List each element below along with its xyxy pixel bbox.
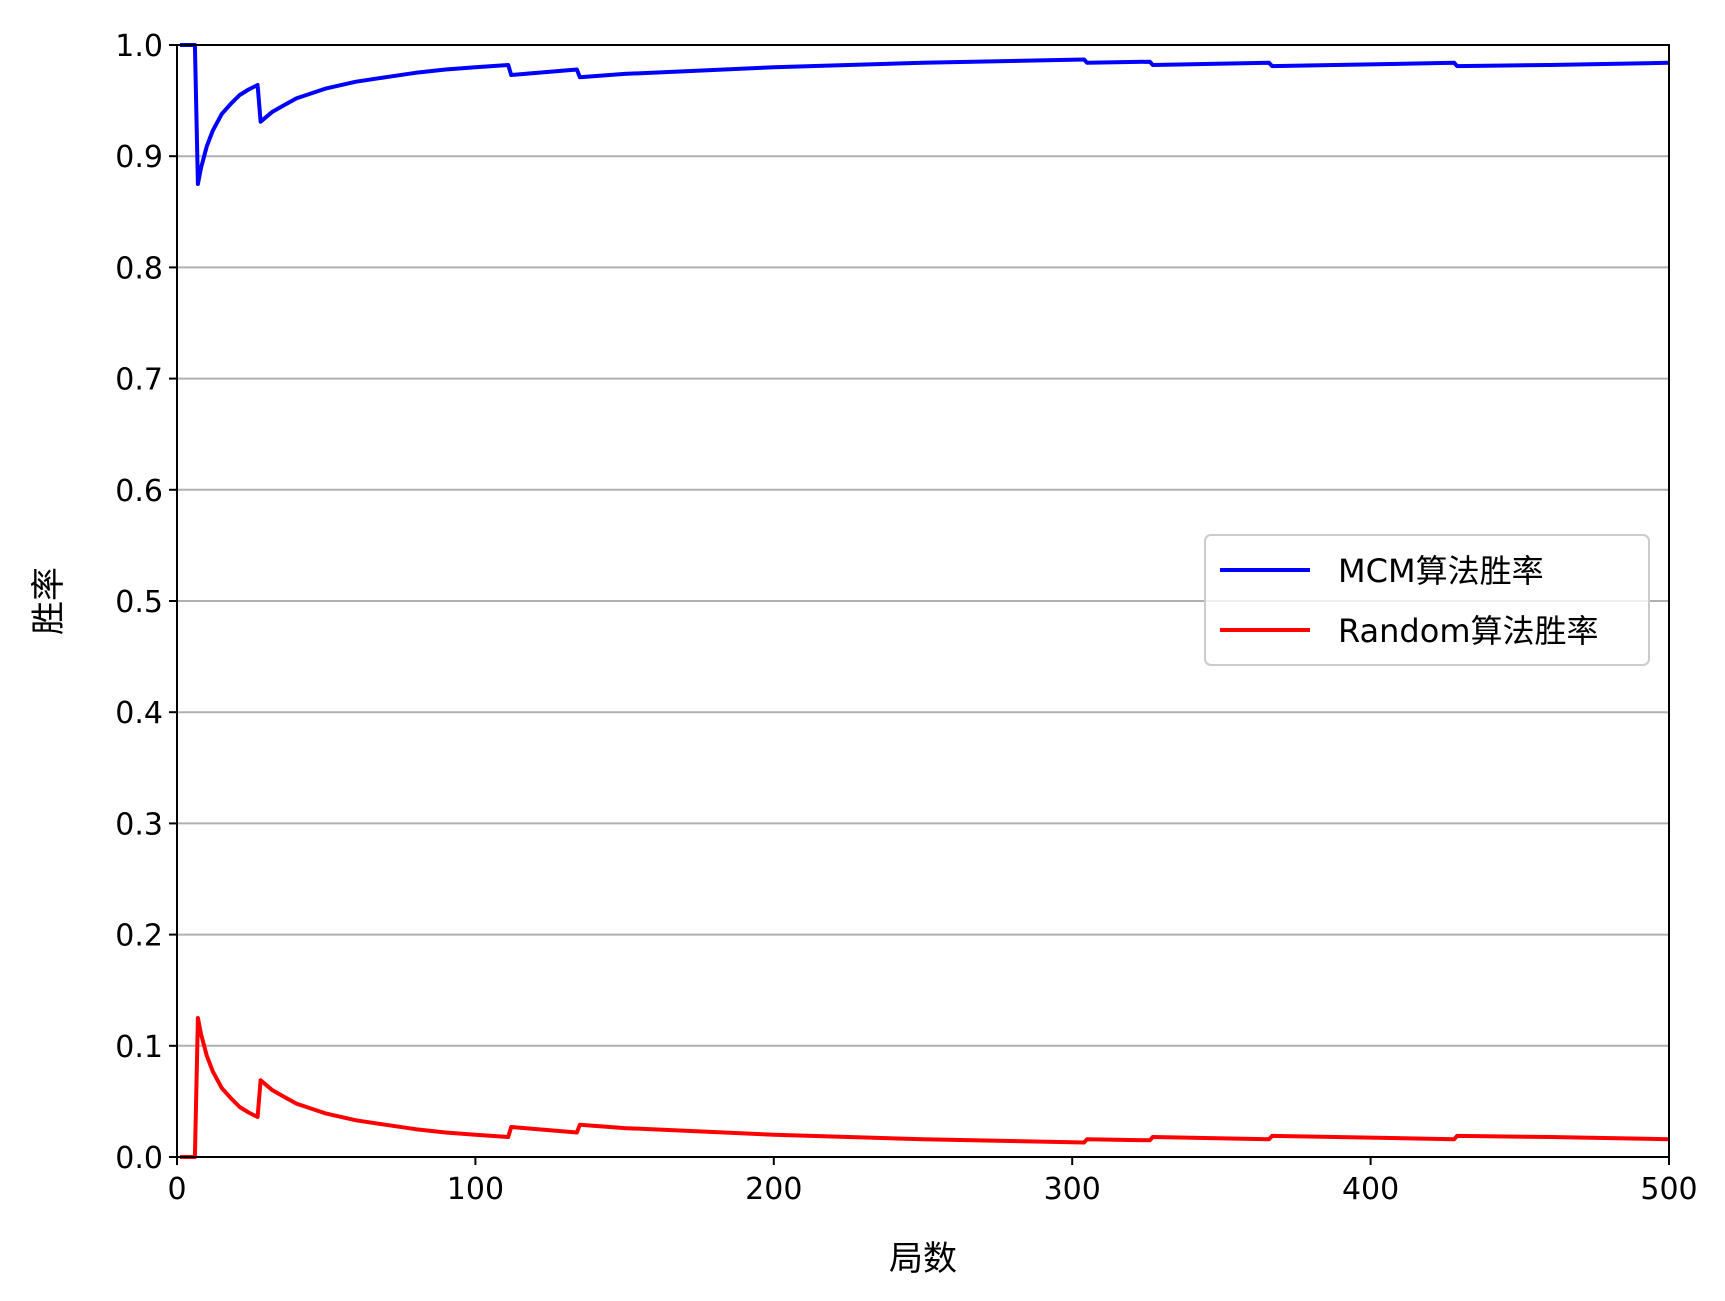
series-line-0 bbox=[180, 43, 1670, 186]
y-axis-title: 胜率 bbox=[29, 567, 69, 635]
y-tick-label: 0.5 bbox=[115, 585, 163, 620]
y-tick-label: 0.2 bbox=[115, 919, 163, 954]
y-tick-label: 0.4 bbox=[115, 696, 163, 731]
x-tick-label: 200 bbox=[745, 1172, 802, 1207]
y-tick-label: 1.0 bbox=[115, 29, 163, 64]
y-tick-label: 0.7 bbox=[115, 363, 163, 398]
legend: MCM算法胜率 Random算法胜率 bbox=[1204, 534, 1650, 666]
grid bbox=[177, 155, 1669, 1047]
y-tick-label: 0.0 bbox=[115, 1141, 163, 1176]
y-tick-label: 0.8 bbox=[115, 251, 163, 286]
legend-label-mcm: MCM算法胜率 bbox=[1338, 552, 1544, 590]
y-tick-label: 0.6 bbox=[115, 474, 163, 509]
y-tick-label: 0.9 bbox=[115, 140, 163, 175]
x-tick-label: 300 bbox=[1044, 1172, 1101, 1207]
axis-ticks: 0 100 200 300 400 500 0.0 0.1 0.2 0.3 0.4 0.5 0.6 0.7… bbox=[115, 29, 1697, 1207]
y-tick-label: 0.1 bbox=[115, 1030, 163, 1065]
y-tick-label: 0.3 bbox=[115, 807, 163, 842]
legend-box bbox=[1204, 534, 1650, 666]
x-tick-label: 100 bbox=[447, 1172, 504, 1207]
x-tick-label: 500 bbox=[1640, 1172, 1697, 1207]
legend-label-random: Random算法胜率 bbox=[1338, 612, 1599, 650]
series-lines bbox=[180, 43, 1670, 1159]
series-line-1 bbox=[180, 1016, 1670, 1159]
x-tick-label: 400 bbox=[1342, 1172, 1399, 1207]
x-tick-label: 0 bbox=[167, 1172, 186, 1207]
x-axis-title: 局数 bbox=[889, 1239, 957, 1279]
